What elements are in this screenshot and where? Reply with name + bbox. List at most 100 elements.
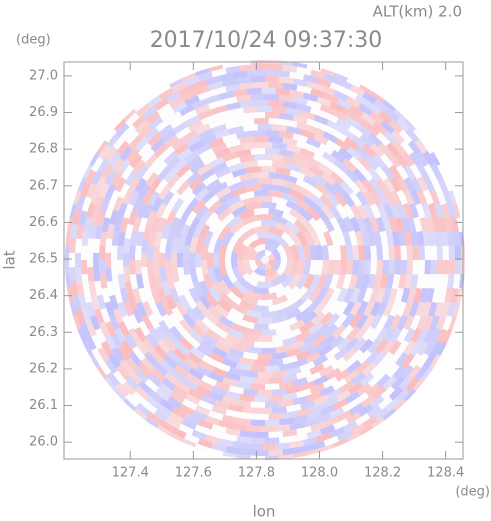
echo-cell — [105, 321, 117, 337]
echo-cell — [320, 334, 336, 348]
echo-cell — [254, 136, 269, 143]
echo-cell — [191, 410, 208, 422]
echo-cell — [168, 313, 181, 329]
echo-cell — [239, 209, 255, 221]
echo-cell — [322, 216, 335, 233]
echo-cell — [308, 342, 325, 356]
echo-cell — [359, 133, 375, 148]
echo-cell — [106, 133, 120, 149]
echo-cell — [306, 410, 322, 421]
echo-cell — [81, 308, 92, 324]
echo-cell — [145, 395, 161, 409]
echo-cell — [437, 164, 447, 179]
echo-cell — [211, 68, 227, 78]
echo-cell — [163, 168, 178, 183]
echo-cell — [375, 216, 386, 233]
echo-cell — [422, 231, 431, 247]
echo-cell — [199, 338, 215, 352]
echo-cell — [207, 305, 223, 321]
echo-cell — [335, 138, 351, 152]
echo-cell — [81, 260, 88, 275]
echo-cell — [165, 210, 177, 226]
echo-cell — [261, 425, 276, 433]
echo-cell — [403, 189, 415, 206]
echo-cell — [177, 359, 192, 373]
echo-cell — [401, 151, 415, 167]
echo-cell — [429, 353, 441, 369]
echo-cell — [343, 136, 359, 151]
echo-cell — [292, 433, 308, 442]
echo-cell — [69, 203, 77, 219]
echo-cell — [239, 190, 255, 201]
echo-cell — [306, 99, 322, 110]
echo-cell — [124, 170, 138, 187]
echo-cell — [416, 340, 429, 357]
echo-cell — [348, 125, 364, 139]
echo-cell — [416, 163, 429, 180]
echo-cell — [335, 389, 352, 403]
echo-cell — [131, 391, 147, 406]
echo-cell — [122, 189, 134, 205]
echo-cell — [124, 223, 134, 240]
echo-cell — [373, 407, 389, 421]
echo-cell — [225, 175, 241, 187]
echo-cell — [331, 181, 347, 196]
x-tick-label: 128.0 — [301, 466, 338, 481]
echo-cell — [257, 335, 273, 343]
echo-cell — [446, 202, 457, 219]
echo-cell — [214, 361, 231, 373]
echo-cell — [222, 151, 238, 163]
echo-cell — [316, 96, 332, 107]
echo-cell — [236, 112, 252, 121]
echo-cell — [361, 143, 377, 158]
echo-cell — [282, 260, 294, 277]
echo-cell — [179, 169, 194, 184]
echo-cell — [96, 210, 107, 226]
echo-cell — [386, 363, 400, 378]
echo-cell — [272, 178, 288, 187]
echo-cell — [183, 244, 191, 260]
echo-cell — [209, 351, 225, 364]
echo-cell — [171, 406, 188, 419]
echo-cell — [228, 347, 245, 358]
echo-cell — [226, 215, 242, 229]
echo-cell — [132, 216, 142, 233]
echo-cell — [239, 393, 255, 402]
echo-cell — [201, 316, 217, 331]
echo-cell — [313, 114, 329, 126]
echo-cell — [169, 179, 184, 195]
echo-cell — [153, 260, 160, 275]
echo-cell — [427, 301, 438, 318]
echo-cell — [156, 166, 171, 182]
echo-cell — [380, 120, 396, 135]
echo-cell — [177, 267, 186, 283]
echo-cell — [109, 314, 120, 331]
echo-cell — [158, 184, 172, 200]
echo-cell — [376, 245, 384, 260]
echo-cell — [171, 237, 180, 253]
echo-cell — [250, 111, 265, 119]
echo-cell — [125, 129, 140, 145]
echo-cell — [315, 182, 331, 197]
echo-cell — [204, 75, 221, 86]
echo-cell — [252, 225, 270, 234]
echo-cell — [145, 91, 159, 104]
echo-cell — [313, 133, 329, 146]
echo-cell — [357, 349, 372, 365]
echo-cell — [93, 252, 100, 268]
echo-cell — [134, 137, 149, 152]
echo-cell — [272, 196, 288, 206]
echo-cell — [305, 351, 321, 364]
echo-cell — [169, 216, 181, 233]
echo-cell — [73, 190, 82, 205]
echo-cell — [418, 245, 425, 260]
echo-cell — [268, 394, 284, 402]
echo-cell — [253, 189, 269, 197]
echo-cell — [218, 224, 232, 240]
echo-cell — [434, 203, 444, 219]
echo-cell — [345, 260, 353, 275]
echo-cell — [363, 203, 375, 219]
echo-cell — [365, 123, 381, 137]
echo-cell — [318, 163, 334, 176]
echo-cell — [99, 273, 108, 289]
